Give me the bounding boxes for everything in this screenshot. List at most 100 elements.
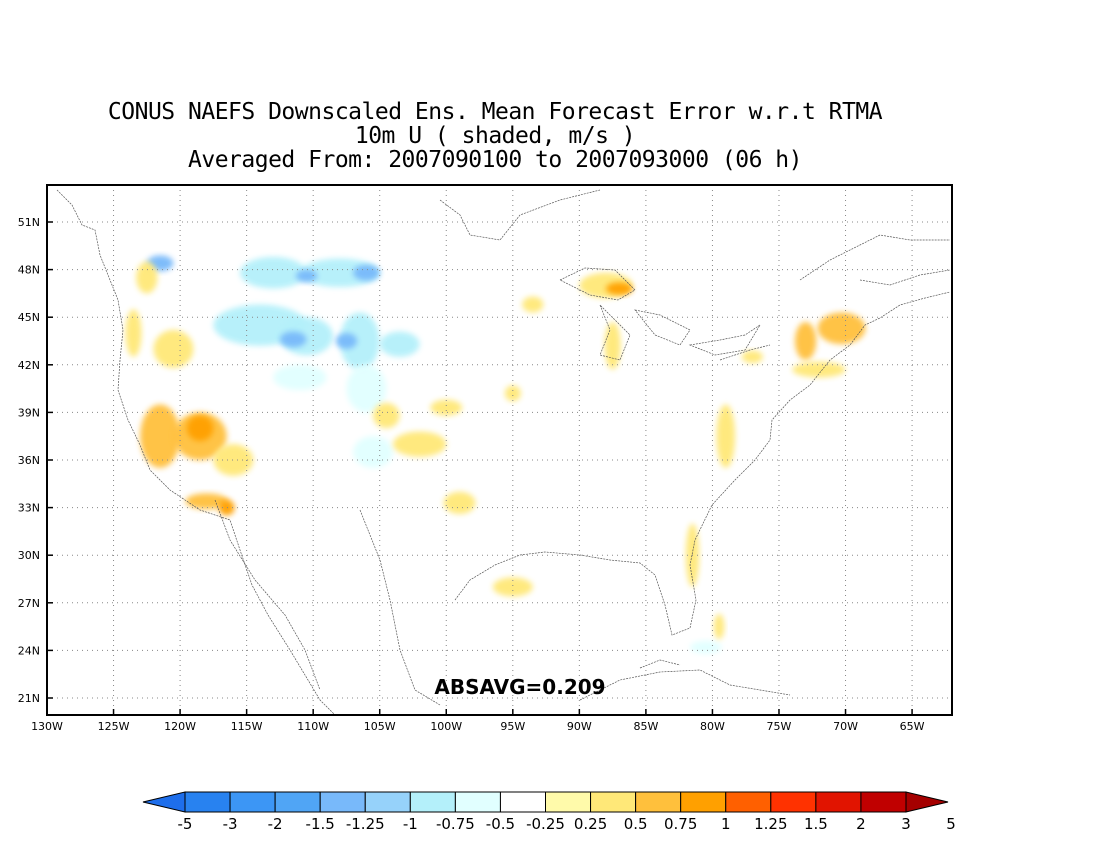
colorbar-segment [229, 791, 276, 813]
colorbar-label: 3 [901, 815, 911, 833]
latitude-labels: 51N 48N 45N 42N 39N 36N 33N 30N 27N 24N 21N [18, 216, 53, 705]
shaded-blob [522, 296, 544, 313]
shaded-blob [279, 331, 307, 348]
shaded-blob [492, 577, 533, 597]
colorbar-low-arrow [142, 791, 186, 813]
shaded-blob [604, 321, 621, 370]
shaded-blob [689, 640, 722, 654]
longitude-labels: 130W 125W 120W 115W 110W 105W 100W 95W 90W 85W 80W… [31, 709, 925, 733]
shaded-blob [299, 483, 380, 516]
colorbar-label: -1.25 [346, 815, 385, 833]
lon-label: 125W [98, 720, 130, 733]
shaded-blob [794, 321, 817, 361]
colorbar-label: 5 [946, 815, 956, 833]
lat-label: 45N [18, 311, 40, 324]
shaded-blob [299, 258, 380, 288]
shaded-blob [373, 402, 400, 429]
shaded-blob [572, 431, 613, 457]
shaded-blob [605, 282, 633, 295]
lon-label: 120W [164, 720, 196, 733]
lon-label: 85W [633, 720, 658, 733]
title-line-2: 10m U ( shaded, m/s ) [354, 123, 636, 149]
shaded-blob [136, 261, 158, 294]
shaded-blob [393, 431, 447, 457]
shaded-blob [273, 364, 327, 391]
shaded-blob [353, 264, 380, 281]
lat-label: 27N [18, 597, 40, 610]
lon-label: 80W [700, 720, 725, 733]
shaded-blob [125, 309, 142, 357]
lon-label: 105W [364, 720, 396, 733]
lon-label: 65W [900, 720, 925, 733]
shaded-blob [186, 415, 214, 441]
lon-label: 95W [500, 720, 525, 733]
title-line-1: CONUS NAEFS Downscaled Ens. Mean Forecas… [107, 99, 883, 125]
colorbar-label: -1.5 [306, 815, 335, 833]
shaded-blob [716, 404, 736, 468]
colorbar-segment [590, 791, 637, 813]
colorbar-label: -5 [178, 815, 193, 833]
colorbar-high-arrow [905, 791, 949, 813]
colorbar-label: 1.5 [804, 815, 828, 833]
shaded-blob [140, 404, 181, 468]
title-line-3: Averaged From: 2007090100 to 2007093000 … [188, 147, 802, 173]
colorbar-segment [860, 791, 907, 813]
lon-label: 90W [567, 720, 592, 733]
lat-label: 21N [18, 692, 40, 705]
shaded-blob [295, 269, 318, 283]
graticule [47, 185, 952, 715]
colorbar-label: 0.25 [574, 815, 607, 833]
colorbar-segment [364, 791, 411, 813]
shaded-blob [817, 312, 866, 345]
shaded-blob [206, 380, 287, 445]
shaded-blob [741, 350, 764, 364]
colorbar-label: -0.5 [486, 815, 515, 833]
lat-label: 51N [18, 216, 40, 229]
shaded-blob [546, 488, 613, 511]
shaded-blob [185, 493, 228, 510]
lon-label: 75W [767, 720, 792, 733]
colorbar-label: -3 [223, 815, 238, 833]
lon-label: 130W [31, 720, 63, 733]
shaded-blob [792, 361, 846, 378]
colorbar-label: 1.25 [754, 815, 787, 833]
colorbar-segment [184, 791, 231, 813]
lon-label: 115W [231, 720, 263, 733]
colorbar-segment [545, 791, 592, 813]
plot-frame [46, 184, 953, 716]
shaded-blob [346, 364, 387, 413]
absavg-annotation: ABSAVG=0.209 [434, 675, 605, 699]
colorbar-segment [815, 791, 862, 813]
colorbar-segment [770, 791, 817, 813]
colorbar-label: -1 [403, 815, 418, 833]
colorbar-label: -0.25 [526, 815, 565, 833]
colorbar-label: 0.75 [664, 815, 697, 833]
lon-label: 100W [430, 720, 462, 733]
colorbar-segment [274, 791, 321, 813]
colorbar-segment [680, 791, 727, 813]
lat-label: 36N [18, 454, 40, 467]
lat-label: 33N [18, 502, 40, 515]
shaded-blob [218, 499, 235, 516]
shaded-blob [713, 613, 725, 640]
shaded-blob [443, 491, 476, 514]
lat-label: 24N [18, 644, 40, 657]
map-title: CONUS NAEFS Downscaled Ens. Mean Forecas… [0, 100, 990, 172]
shaded-blob [335, 333, 358, 349]
lon-label: 110W [297, 720, 329, 733]
coastlines [56, 189, 951, 715]
lon-label: 70W [833, 720, 858, 733]
shaded-blob [696, 563, 716, 627]
shaded-blob [430, 399, 463, 416]
shaded-blob [153, 329, 194, 368]
colorbar-segment [454, 791, 501, 813]
colorbar-segment [319, 791, 366, 813]
shaded-blob [379, 331, 420, 357]
colorbar-segment [499, 791, 546, 813]
shaded-blob [353, 436, 394, 468]
colorbar-label: -2 [268, 815, 283, 833]
shaded-blob [339, 312, 380, 370]
colorbar-segment [635, 791, 682, 813]
lat-label: 39N [18, 406, 40, 419]
